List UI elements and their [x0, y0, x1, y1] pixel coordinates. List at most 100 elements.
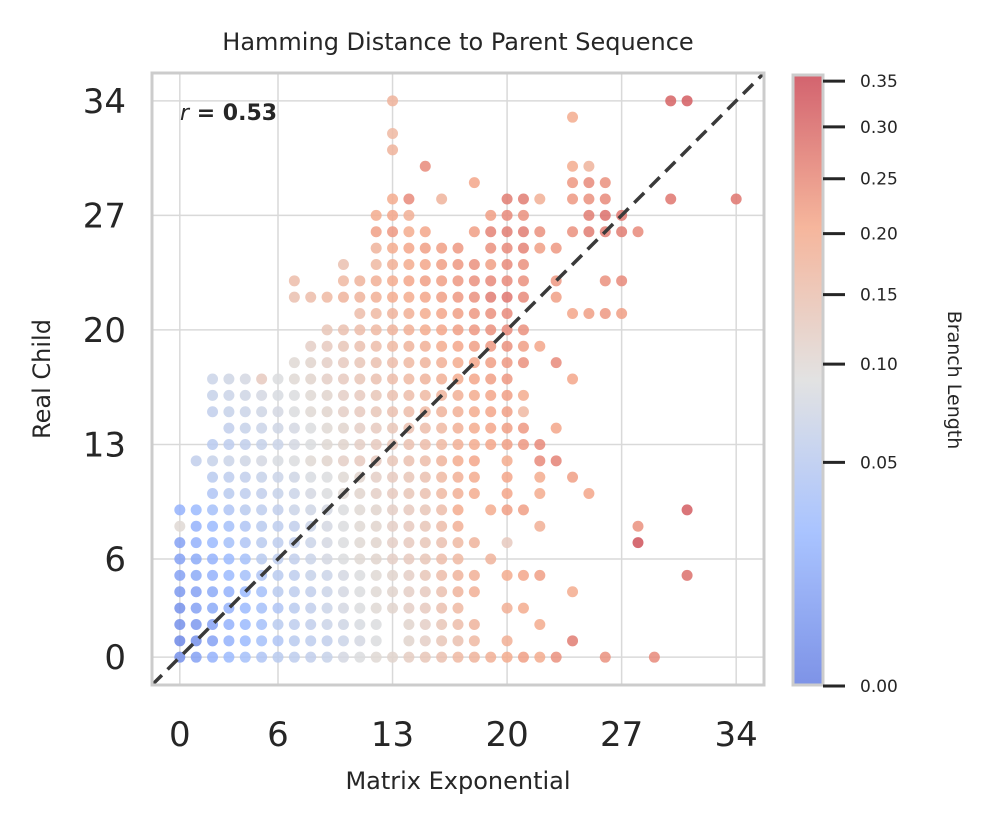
data-point [387, 242, 399, 254]
data-point [256, 537, 268, 549]
data-point [681, 95, 693, 107]
data-point [288, 569, 300, 581]
data-point [354, 275, 366, 287]
data-point [485, 291, 497, 303]
data-point [452, 504, 464, 516]
data-point [305, 537, 317, 549]
data-point [534, 455, 546, 467]
data-point [223, 389, 235, 401]
data-point [403, 226, 415, 238]
data-point [354, 357, 366, 369]
data-point [517, 357, 529, 369]
data-point [190, 455, 202, 467]
data-point [370, 406, 382, 418]
data-point [485, 504, 497, 516]
data-point [387, 275, 399, 287]
data-point [583, 209, 595, 221]
data-point [452, 602, 464, 614]
data-point [321, 340, 333, 352]
data-point [207, 520, 219, 532]
data-point [452, 488, 464, 500]
data-point [403, 209, 415, 221]
data-point [321, 357, 333, 369]
data-point [387, 602, 399, 614]
data-point [370, 389, 382, 401]
data-point [468, 569, 480, 581]
data-point [501, 455, 513, 467]
data-point [501, 422, 513, 434]
data-point [403, 471, 415, 483]
data-point [436, 324, 448, 336]
data-point [337, 340, 349, 352]
data-point [239, 504, 251, 516]
data-point [370, 488, 382, 500]
data-point [256, 438, 268, 450]
data-point [239, 455, 251, 467]
data-point [223, 438, 235, 450]
data-point [239, 373, 251, 385]
data-point [517, 504, 529, 516]
data-point [419, 537, 431, 549]
data-point [485, 258, 497, 270]
data-point [403, 618, 415, 630]
data-point [485, 422, 497, 434]
data-point [403, 389, 415, 401]
data-point [337, 258, 349, 270]
data-point [239, 520, 251, 532]
data-point [370, 324, 382, 336]
data-point [387, 308, 399, 320]
data-point [272, 618, 284, 630]
data-point [354, 406, 366, 418]
data-point [468, 635, 480, 647]
data-point [354, 373, 366, 385]
data-point [354, 569, 366, 581]
data-point [436, 308, 448, 320]
data-point [337, 422, 349, 434]
data-point [354, 635, 366, 647]
data-point [550, 291, 562, 303]
data-point [452, 291, 464, 303]
data-point [436, 373, 448, 385]
data-point [288, 389, 300, 401]
data-point [223, 537, 235, 549]
data-point [207, 406, 219, 418]
data-point [207, 553, 219, 565]
data-point [272, 537, 284, 549]
data-point [272, 373, 284, 385]
data-point [501, 569, 513, 581]
data-point [239, 488, 251, 500]
data-point [403, 308, 415, 320]
data-point [387, 488, 399, 500]
data-point [256, 389, 268, 401]
data-point [337, 618, 349, 630]
data-point [534, 520, 546, 532]
data-point [321, 537, 333, 549]
data-point [354, 520, 366, 532]
data-point [452, 618, 464, 630]
x-tick-label: 0 [169, 715, 191, 755]
data-point [370, 438, 382, 450]
data-point [354, 618, 366, 630]
data-point [534, 226, 546, 238]
data-point [436, 618, 448, 630]
data-point [387, 586, 399, 598]
data-point [190, 569, 202, 581]
data-point [387, 455, 399, 467]
data-point [174, 586, 186, 598]
data-point [305, 340, 317, 352]
data-point [387, 651, 399, 663]
colorbar-tick-label: 0.30 [860, 118, 898, 138]
data-point [550, 422, 562, 434]
data-point [288, 438, 300, 450]
data-point [616, 226, 628, 238]
data-point [387, 95, 399, 107]
data-point [468, 340, 480, 352]
identity-reference-line [152, 73, 764, 685]
data-point [370, 209, 382, 221]
data-point [501, 389, 513, 401]
data-point [370, 308, 382, 320]
data-point [207, 651, 219, 663]
y-tick-label: 20 [83, 311, 126, 351]
data-point [436, 242, 448, 254]
data-point [403, 586, 415, 598]
